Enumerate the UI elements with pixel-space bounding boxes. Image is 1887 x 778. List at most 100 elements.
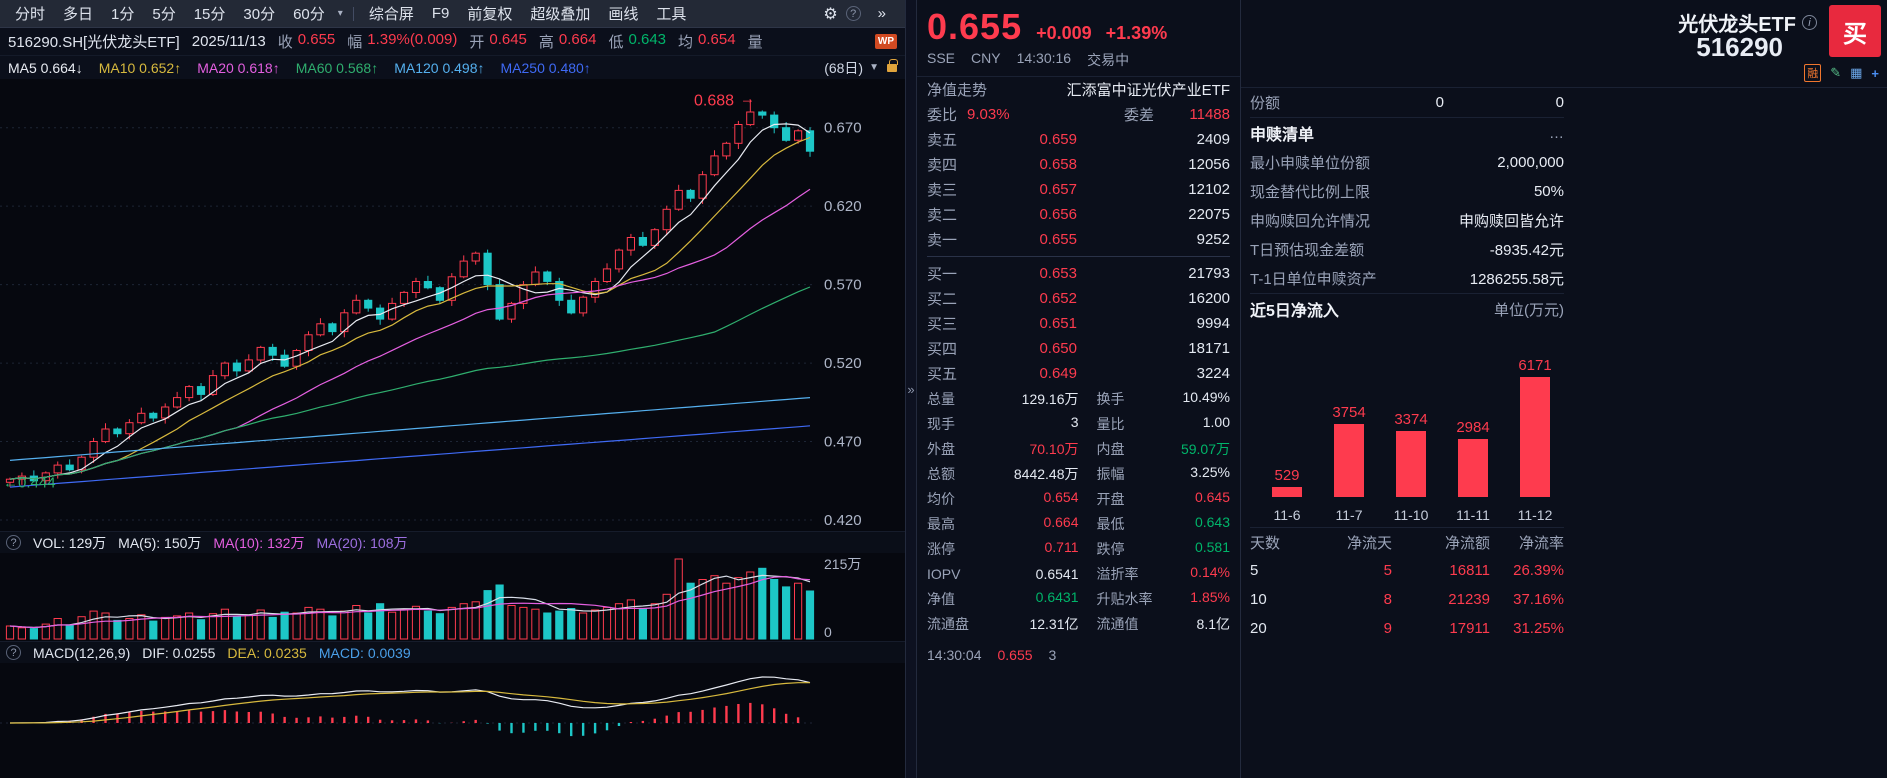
sell-level-row[interactable]: 卖二 0.656 22075: [917, 202, 1240, 227]
stat-label: 总额: [927, 465, 955, 482]
stat-label: 最高: [927, 515, 955, 532]
field-label: 收: [277, 34, 293, 51]
level-label: 卖二: [927, 207, 958, 224]
volume-bar: [352, 605, 361, 640]
field-value: 0.664: [558, 31, 597, 48]
field-量: 量: [748, 31, 763, 52]
candle-body: [638, 237, 647, 246]
volume-bar: [555, 610, 564, 640]
candle-body: [304, 334, 313, 352]
ma-indicator-ma5: MA5 0.664↓: [8, 59, 83, 76]
period-tab-2[interactable]: 多日: [63, 6, 94, 23]
etf-header: 光伏龙头ETF i 516290 买 融 ✎ ▦ +: [1241, 0, 1887, 88]
buy-level-row[interactable]: 买五 0.649 3224: [917, 361, 1240, 386]
volume-bar: [292, 612, 301, 640]
flow-table-row[interactable]: 20 9 17911 31.25%: [1250, 614, 1564, 643]
toolbar-menu-5[interactable]: 画线: [608, 6, 639, 23]
period-tab-6[interactable]: 30分: [243, 6, 276, 23]
quote-time: 14:30:16: [1016, 50, 1072, 66]
stat-label: 溢折率: [1096, 565, 1139, 582]
y-axis-label: 0.520: [824, 355, 862, 372]
settings-gear-icon[interactable]: ⚙: [823, 5, 838, 23]
macd-svg[interactable]: [0, 663, 905, 778]
candle-body: [698, 174, 707, 199]
candle-body: [770, 114, 779, 129]
toolbar-menu-6[interactable]: 工具: [656, 6, 687, 23]
info-icon[interactable]: i: [1802, 15, 1817, 30]
stat-value: 59.07万: [1180, 440, 1230, 457]
vol-indicator-1: MA(5): 150万: [118, 534, 202, 551]
stat-left: 总额 8442.48万: [927, 464, 1079, 484]
sell-level-row[interactable]: 卖四 0.658 12056: [917, 152, 1240, 177]
latest-tick-row[interactable]: 14:30:04 0.655 3: [917, 642, 1240, 667]
sell-level-row[interactable]: 卖三 0.657 12102: [917, 177, 1240, 202]
wp-badge-icon[interactable]: WP: [874, 34, 897, 49]
candle-body: [531, 271, 540, 286]
period-tab-7[interactable]: 60分: [293, 6, 325, 23]
buy-level-row[interactable]: 买四 0.650 18171: [917, 336, 1240, 361]
detail-label: 现金替代比例上限: [1250, 184, 1371, 201]
flow-table-row[interactable]: 10 8 21239 37.16%: [1250, 585, 1564, 614]
toolbar-menu-1[interactable]: 综合屏: [368, 6, 414, 23]
volume-bar: [447, 606, 456, 640]
volume-chart[interactable]: 215万 0: [0, 553, 905, 641]
candle-body: [471, 252, 480, 262]
help-icon[interactable]: ?: [845, 6, 861, 21]
period-tab-4[interactable]: 5分: [152, 6, 176, 23]
flow-table-row[interactable]: 5 5 16811 26.39%: [1250, 556, 1564, 585]
level-price: 0.655: [1039, 231, 1077, 248]
edit-icon[interactable]: ✎: [1830, 65, 1842, 80]
sell-level-row[interactable]: 卖一 0.655 9252: [917, 227, 1240, 252]
lock-icon[interactable]: [887, 58, 898, 72]
vol-help-icon[interactable]: ?: [6, 535, 21, 550]
period-tab-1[interactable]: 分时: [15, 6, 46, 23]
volume-bar: [149, 620, 158, 640]
symbol-label: 516290.SH[光伏龙头ETF]: [8, 34, 180, 51]
kline-chart[interactable]: 0.670 0.620 0.570 0.520 0.470 0.420 0.688 → ←0.4…: [0, 79, 905, 531]
candle-body: [53, 464, 62, 474]
stat-value: 0.6541: [1035, 565, 1079, 582]
volume-bar: [507, 605, 516, 640]
toolbar-menu-2[interactable]: F9: [431, 5, 450, 22]
ma-indicator-bar: MA5 0.664↓ MA10 0.652↑ MA20 0.618↑ MA60 0.5…: [0, 56, 905, 79]
candle-body: [567, 299, 576, 314]
stat-value: 70.10万: [1029, 440, 1079, 457]
period-tab-5[interactable]: 15分: [193, 6, 226, 23]
screenshot-icon[interactable]: ▦: [1850, 65, 1863, 80]
macd-chart[interactable]: [0, 663, 905, 778]
buy-button[interactable]: 买: [1829, 5, 1881, 57]
candle-body: [614, 249, 624, 270]
etf-info-pane: 光伏龙头ETF i 516290 买 融 ✎ ▦ + 份额 0 0 申赎清单 ……: [1241, 0, 1887, 778]
period-dropdown-caret[interactable]: ▾: [337, 8, 343, 19]
quote-info-bar: 516290.SH[光伏龙头ETF] 2025/11/13 收 0.655 幅 1.39%…: [0, 28, 905, 56]
pane-collapse-handle[interactable]: »: [905, 0, 917, 778]
volume-bar: [543, 612, 552, 640]
field-label: 量: [747, 34, 763, 51]
volume-svg[interactable]: 215万 0: [0, 553, 905, 641]
volume-bar: [722, 582, 731, 640]
fund-name-link[interactable]: 汇添富中证光伏产业ETF: [1066, 82, 1230, 99]
level-label: 买一: [927, 266, 958, 283]
candle-body: [185, 386, 194, 399]
period-tab-3[interactable]: 1分: [111, 6, 135, 23]
stat-value: 0.645: [1194, 488, 1230, 505]
sell-orders: 卖五 0.659 2409 卖四 0.658 12056 卖三 0.657 12102 卖二 0.6…: [917, 127, 1240, 252]
toolbar-menu-4[interactable]: 超级叠加: [530, 6, 591, 23]
sell-level-row[interactable]: 卖五 0.659 2409: [917, 127, 1240, 152]
buy-level-row[interactable]: 买二 0.652 16200: [917, 286, 1240, 311]
buy-level-row[interactable]: 买三 0.651 9994: [917, 311, 1240, 336]
add-icon[interactable]: +: [1871, 65, 1879, 81]
toolbar-more-icon[interactable]: »: [877, 5, 886, 22]
candle-body: [244, 359, 253, 372]
kline-svg[interactable]: 0.670 0.620 0.570 0.520 0.470 0.420 0.688 → ←0.4…: [0, 79, 905, 531]
margin-badge-icon[interactable]: 融: [1804, 64, 1822, 82]
volume-bar: [41, 623, 50, 640]
toolbar-menu-3[interactable]: 前复权: [467, 6, 513, 23]
buy-level-row[interactable]: 买一 0.653 21793: [917, 261, 1240, 286]
volume-bar: [53, 618, 62, 640]
ma-dropdown-caret[interactable]: ▼: [869, 62, 879, 73]
dif-line: [9, 676, 811, 724]
candle-body: [459, 260, 468, 278]
macd-help-icon[interactable]: ?: [6, 645, 21, 660]
more-ellipsis-icon[interactable]: …: [1549, 124, 1564, 142]
